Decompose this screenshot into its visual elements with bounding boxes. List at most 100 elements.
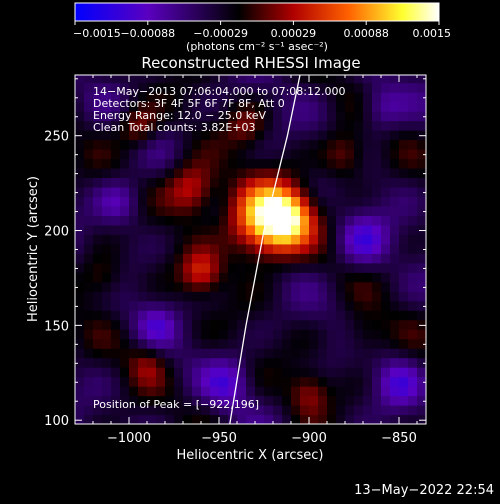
heatmap-cell [111,148,121,160]
heatmap-cell [102,243,112,254]
heatmap-cell [228,243,238,254]
heatmap-cell [399,319,409,330]
heatmap-cell [309,348,319,359]
heatmap-cell [165,395,175,406]
heatmap-cell [183,376,193,387]
heatmap-cell [309,300,319,311]
heatmap-cell [381,414,391,424]
heatmap-cell [75,92,85,103]
heatmap-cell [363,348,373,359]
heatmap-cell [219,348,229,359]
heatmap-cell [354,414,364,424]
heatmap-cell [255,111,265,122]
heatmap-cell [102,111,112,122]
heatmap-cell [381,120,391,131]
heatmap-cell [381,82,391,93]
heatmap-cell [363,92,373,103]
heatmap-cell [390,205,400,216]
heatmap-cell [111,300,121,311]
heatmap-cell [309,186,319,197]
heatmap-cell [219,300,229,311]
heatmap-cell [75,196,85,207]
heatmap-cell [165,338,175,349]
heatmap-cell [345,291,355,302]
heatmap-cell [237,177,247,188]
heatmap-cell [75,101,85,112]
heatmap-cell [408,348,418,359]
heatmap-cell [255,215,265,226]
heatmap-cell [138,291,148,302]
heatmap-cell [390,101,400,112]
heatmap-cell [156,319,166,330]
heatmap-cell [273,158,283,169]
heatmap-cell [264,281,274,292]
heatmap-cell [192,262,202,273]
heatmap-cell [300,243,310,254]
heatmap-cell [120,357,130,368]
heatmap-cell [192,120,202,131]
heatmap-cell [210,139,220,150]
heatmap-cell [246,319,256,330]
heatmap-cell [345,272,355,283]
heatmap-cell [201,101,211,112]
heatmap-cell [111,253,121,264]
heatmap-cell [102,291,112,302]
heatmap-cell [93,139,103,150]
heatmap-cell [138,300,148,311]
heatmap-cell [210,253,220,264]
heatmap-cell [345,319,355,330]
heatmap-cell [219,196,229,207]
heatmap-cell [327,338,337,349]
heatmap-cell [93,405,103,416]
heatmap-cell [336,111,346,122]
heatmap-cell [75,82,85,93]
heatmap-cell [282,205,292,216]
heatmap-cell [282,262,292,273]
heatmap-cell [120,196,130,207]
heatmap-cell [354,205,364,216]
heatmap-cell [219,281,229,292]
colorbar-tick-label: 0.0015 [413,27,452,40]
colorbar [74,2,440,22]
heatmap-cell [255,262,265,273]
heatmap-cell [399,329,409,340]
heatmap-cell [120,139,130,150]
heatmap-cell [390,329,400,340]
heatmap-cell [120,348,130,359]
heatmap-cell [102,101,112,112]
heatmap-cell [399,357,409,368]
heatmap-cell [363,262,373,273]
heatmap-cell [372,376,382,387]
heatmap-cell [327,253,337,264]
heatmap-cell [165,120,175,131]
heatmap-cell [102,167,112,179]
heatmap-cell [381,272,391,283]
heatmap-cell [192,101,202,112]
heatmap-cell [183,177,193,188]
heatmap-cell [408,376,418,387]
heatmap-cell [138,224,148,235]
heatmap-cell [228,234,238,245]
heatmap-cell [174,186,184,197]
heatmap-cell [93,234,103,245]
heatmap-cell [327,310,337,321]
heatmap-cell [336,215,346,226]
heatmap-cell [219,329,229,340]
heatmap-cell [354,357,364,368]
heatmap-cell [210,120,220,131]
heatmap-cell [318,186,328,197]
heatmap-cell [372,243,382,254]
heatmap-cell [165,357,175,368]
heatmap-cell [102,357,112,368]
heatmap-cell [156,196,166,207]
heatmap-cell [417,139,426,150]
heatmap-cell [228,272,238,283]
heatmap-cell [192,338,202,349]
heatmap-cell [255,376,265,387]
heatmap-cell [111,215,121,226]
heatmap-cell [246,386,256,397]
heatmap-cell [417,101,426,112]
heatmap-cell [237,281,247,292]
heatmap-cell [165,291,175,302]
heatmap-cell [174,177,184,188]
